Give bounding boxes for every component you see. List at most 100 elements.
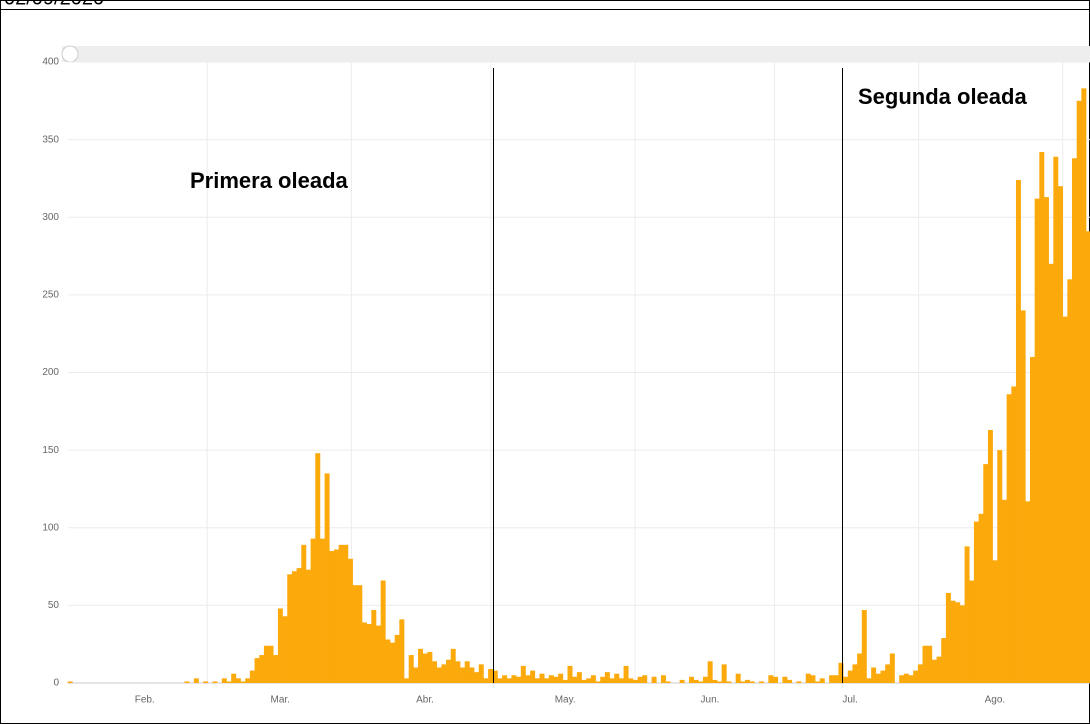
bar — [745, 679, 750, 683]
bar — [497, 678, 503, 683]
annotation: Segunda oleada — [858, 84, 1027, 109]
bar — [1086, 231, 1090, 683]
bar — [679, 679, 685, 683]
bar — [749, 681, 755, 683]
bar — [441, 664, 447, 683]
bar — [474, 672, 480, 683]
bar — [908, 675, 914, 683]
x-tick-label: Mar. — [271, 695, 290, 706]
bar — [927, 645, 933, 683]
bar — [987, 429, 993, 683]
bar — [1067, 279, 1073, 683]
y-tick-label: 300 — [42, 212, 59, 223]
bar — [1034, 198, 1040, 683]
bar — [1072, 158, 1077, 683]
bar — [361, 622, 367, 683]
bar — [983, 464, 989, 683]
bar — [768, 675, 774, 683]
bar — [586, 678, 592, 683]
bar — [978, 513, 984, 683]
bar — [305, 569, 311, 683]
bar — [815, 681, 821, 683]
bar — [287, 574, 293, 683]
bar — [665, 681, 671, 683]
scroll-handle[interactable] — [61, 45, 79, 63]
bar — [581, 679, 587, 683]
bar — [502, 675, 508, 683]
bar — [324, 473, 330, 683]
bar — [268, 645, 274, 683]
y-tick-label: 100 — [42, 522, 59, 533]
bar — [347, 558, 353, 683]
bar — [319, 538, 325, 683]
bar — [899, 675, 905, 683]
bar — [478, 664, 484, 683]
bar — [857, 653, 863, 683]
bar — [567, 665, 573, 683]
bar — [394, 634, 400, 683]
bar — [623, 665, 629, 683]
bar — [235, 678, 241, 683]
bar — [492, 670, 498, 683]
x-tick-label: May. — [555, 695, 576, 706]
bar — [1001, 499, 1007, 683]
bar — [352, 585, 358, 683]
bar — [651, 676, 657, 683]
bar — [1006, 394, 1012, 683]
y-tick-label: 50 — [48, 600, 60, 611]
bar — [796, 681, 802, 683]
bar — [969, 580, 975, 683]
bar — [259, 655, 265, 683]
bar — [553, 676, 559, 683]
bar — [576, 672, 582, 683]
bar — [544, 678, 550, 683]
bar — [880, 670, 886, 683]
bar — [539, 673, 545, 683]
bar — [642, 675, 648, 683]
bar — [249, 670, 255, 683]
bar — [310, 538, 316, 683]
bar — [516, 676, 522, 683]
bar — [735, 673, 741, 683]
bar — [782, 676, 788, 683]
bar — [464, 661, 470, 683]
bar — [702, 676, 708, 683]
bar — [418, 648, 424, 683]
bar — [885, 664, 891, 683]
bar — [511, 675, 517, 683]
bar — [819, 678, 825, 683]
bar — [1076, 100, 1082, 683]
bar — [483, 678, 489, 683]
bar — [903, 673, 909, 683]
bar — [193, 678, 199, 683]
bar — [917, 664, 923, 683]
bar — [371, 610, 377, 683]
bar — [1081, 88, 1087, 683]
bar — [357, 585, 363, 683]
bar — [221, 678, 227, 683]
bar — [427, 651, 433, 683]
bar — [805, 673, 811, 683]
bar — [376, 625, 381, 683]
bar — [488, 669, 494, 683]
bar — [889, 653, 895, 683]
y-tick-label: 200 — [42, 367, 59, 378]
bar — [338, 544, 344, 683]
bar — [726, 681, 732, 683]
bar — [413, 667, 419, 683]
bar — [698, 681, 704, 683]
x-tick-label: Jun. — [701, 695, 720, 706]
bar — [1053, 156, 1059, 683]
bar — [829, 675, 835, 683]
bar — [964, 546, 970, 683]
bar — [296, 568, 302, 683]
bar — [534, 678, 540, 683]
bar — [548, 675, 554, 683]
bar — [618, 678, 624, 683]
bar — [245, 678, 251, 683]
bar — [408, 655, 414, 683]
bar — [446, 659, 452, 683]
bar — [432, 661, 438, 683]
